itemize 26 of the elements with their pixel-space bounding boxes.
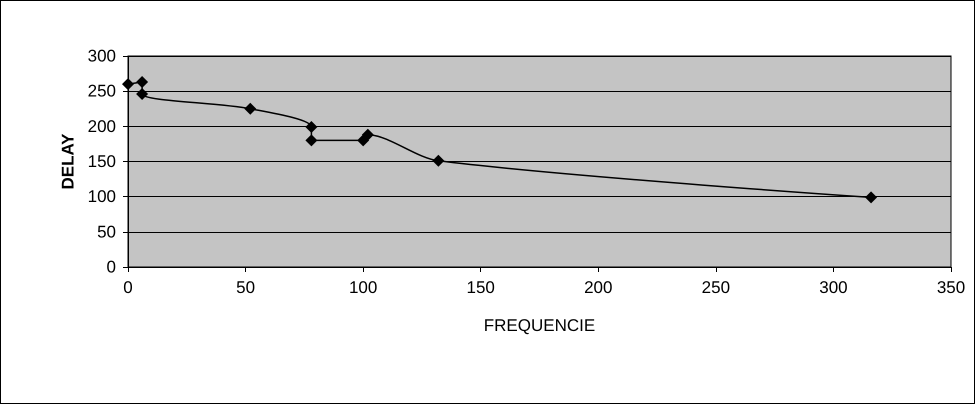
y-tick-label: 250 <box>88 82 116 101</box>
point <box>136 88 148 100</box>
point <box>362 128 374 141</box>
point <box>136 76 148 88</box>
y-tick-label: 0 <box>106 258 116 276</box>
x-tick-label: 200 <box>584 278 612 297</box>
point <box>432 154 444 167</box>
y-tick-label: 200 <box>88 116 116 136</box>
point <box>244 102 256 115</box>
x-axis-title: FREQUENCIE <box>484 316 596 335</box>
point <box>122 78 134 90</box>
y-tick-label: 300 <box>88 46 116 66</box>
point <box>305 121 318 134</box>
x-tick-label: 100 <box>348 278 378 297</box>
y-tick-label: 150 <box>88 152 116 171</box>
x-tick-label: 0 <box>123 278 133 297</box>
x-tick-label: 50 <box>236 278 256 297</box>
point <box>865 191 878 204</box>
point <box>305 134 318 146</box>
x-tick-label: 350 <box>936 278 966 297</box>
x-tick-label: 150 <box>466 278 495 297</box>
y-tick-label: 50 <box>97 222 116 242</box>
y-axis-title: DELAY <box>58 132 78 190</box>
y-tick-label: 100 <box>88 187 116 206</box>
x-tick-label: 300 <box>819 278 848 297</box>
x-tick-label: 250 <box>702 278 730 297</box>
